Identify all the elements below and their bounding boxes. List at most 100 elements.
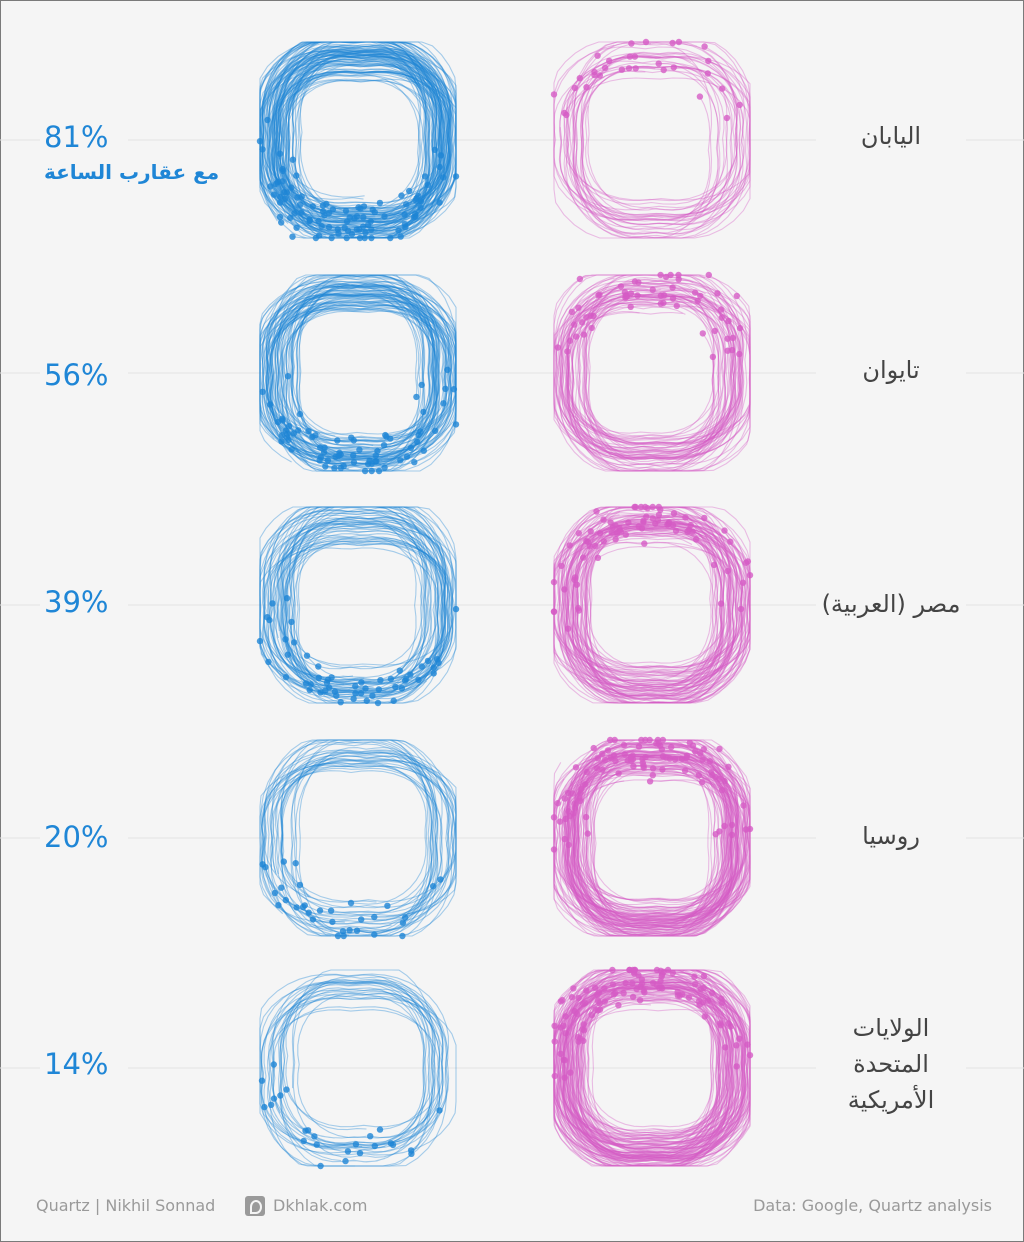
stroke-path bbox=[261, 280, 457, 470]
stroke-end-dot bbox=[328, 234, 335, 242]
stroke-path bbox=[563, 745, 751, 928]
stroke-path bbox=[562, 992, 751, 1150]
stroke-end-dot bbox=[452, 421, 460, 428]
stroke-end-dot bbox=[694, 297, 701, 305]
stroke-path bbox=[587, 981, 730, 1139]
stroke-end-dot bbox=[675, 271, 682, 279]
stroke-path bbox=[277, 56, 453, 209]
stroke-end-dot bbox=[717, 600, 725, 607]
stroke-path bbox=[553, 530, 740, 682]
stroke-path bbox=[281, 287, 437, 472]
stroke-end-dot bbox=[733, 1042, 740, 1049]
stroke-end-dot bbox=[302, 1127, 309, 1134]
stroke-end-dot bbox=[575, 604, 582, 612]
clockwise-pct-russia: 20% bbox=[40, 820, 128, 854]
stroke-end-dot bbox=[296, 881, 304, 889]
stroke-path bbox=[560, 274, 742, 452]
stroke-path bbox=[285, 44, 441, 223]
stroke-end-dot bbox=[570, 985, 577, 992]
stroke-path bbox=[259, 55, 448, 224]
stroke-end-dot bbox=[430, 664, 437, 671]
stroke-path bbox=[558, 532, 731, 698]
stroke-end-dot bbox=[662, 754, 670, 761]
stroke-end-dot bbox=[562, 1013, 569, 1020]
stroke-end-dot bbox=[368, 226, 375, 233]
stroke-path bbox=[580, 767, 741, 929]
stroke-path bbox=[261, 48, 445, 239]
stroke-end-dot bbox=[329, 918, 336, 926]
stroke-path bbox=[268, 45, 442, 232]
stroke-path bbox=[566, 295, 741, 459]
stroke-path bbox=[588, 277, 729, 463]
stroke-end-dot bbox=[413, 195, 420, 202]
stroke-path bbox=[280, 289, 439, 460]
stroke-path bbox=[261, 49, 451, 218]
stroke-path bbox=[273, 274, 424, 462]
stroke-path bbox=[289, 506, 428, 691]
stroke-path bbox=[259, 280, 451, 462]
stroke-end-dot bbox=[635, 523, 642, 530]
stroke-end-dot bbox=[641, 989, 648, 996]
stroke-end-dot bbox=[413, 438, 421, 446]
stroke-end-dot bbox=[560, 1022, 567, 1029]
stroke-path bbox=[284, 65, 445, 233]
stroke-end-dot bbox=[325, 223, 333, 231]
stroke-end-dot bbox=[610, 991, 617, 998]
stroke-path bbox=[572, 755, 713, 937]
footer-credit: Quartz | Nikhil Sonnad bbox=[36, 1196, 216, 1215]
stroke-end-dot bbox=[670, 64, 677, 71]
stroke-path bbox=[566, 741, 751, 921]
stroke-end-dot bbox=[698, 779, 706, 786]
stroke-path bbox=[579, 1003, 735, 1150]
stroke-path bbox=[558, 287, 736, 472]
stroke-path bbox=[273, 41, 451, 236]
stroke-end-dot bbox=[429, 883, 437, 890]
stroke-path bbox=[269, 506, 453, 692]
stroke-path bbox=[273, 50, 431, 239]
stroke-end-dot bbox=[279, 167, 287, 175]
stroke-end-dot bbox=[575, 530, 582, 537]
stroke-end-dot bbox=[348, 231, 356, 238]
stroke-path bbox=[587, 984, 732, 1154]
stroke-path bbox=[269, 536, 446, 684]
stroke-end-dot bbox=[371, 1142, 378, 1150]
stroke-path bbox=[262, 522, 431, 678]
stroke-path bbox=[277, 755, 457, 937]
stroke-end-dot bbox=[565, 841, 572, 849]
stroke-path bbox=[591, 976, 734, 1154]
stroke-path bbox=[276, 74, 420, 227]
stroke-end-dot bbox=[629, 993, 637, 1001]
stroke-end-dot bbox=[590, 312, 597, 320]
stroke-end-dot bbox=[572, 333, 580, 340]
stroke-path bbox=[267, 289, 457, 452]
stroke-end-dot bbox=[406, 187, 413, 195]
stroke-end-dot bbox=[350, 459, 358, 466]
stroke-path bbox=[564, 743, 746, 937]
stroke-end-dot bbox=[625, 65, 633, 72]
stroke-end-dot bbox=[291, 210, 298, 217]
stroke-end-dot bbox=[716, 775, 723, 783]
stroke-path bbox=[576, 522, 725, 683]
stroke-end-dot bbox=[634, 292, 641, 299]
stroke-end-dot bbox=[284, 651, 291, 658]
stroke-path bbox=[262, 520, 457, 704]
counterclockwise-panel-0 bbox=[550, 38, 751, 239]
stroke-path bbox=[563, 985, 751, 1159]
stroke-path bbox=[567, 523, 729, 664]
stroke-end-dot bbox=[397, 457, 404, 464]
stroke-path bbox=[557, 756, 751, 916]
stroke-path bbox=[264, 739, 435, 936]
counterclockwise-panel-1 bbox=[553, 271, 751, 472]
stroke-path bbox=[261, 293, 457, 449]
stroke-end-dot bbox=[274, 178, 281, 186]
stroke-path bbox=[570, 514, 712, 681]
stroke-path bbox=[280, 537, 436, 683]
stroke-path bbox=[580, 526, 718, 693]
stroke-end-dot bbox=[288, 184, 295, 191]
stroke-path bbox=[259, 41, 443, 223]
stroke-path bbox=[555, 751, 751, 920]
stroke-path bbox=[564, 525, 742, 704]
stroke-end-dot bbox=[588, 324, 595, 332]
stroke-path bbox=[259, 509, 454, 679]
stroke-path bbox=[272, 1006, 436, 1146]
